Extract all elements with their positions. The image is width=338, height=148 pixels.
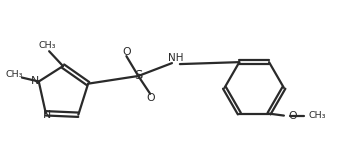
Text: S: S <box>134 69 143 82</box>
Text: CH₃: CH₃ <box>6 70 23 79</box>
Text: CH₃: CH₃ <box>39 41 56 50</box>
Text: O: O <box>146 93 155 103</box>
Text: CH₃: CH₃ <box>309 111 326 120</box>
Text: NH: NH <box>168 53 184 63</box>
Text: N: N <box>31 75 39 86</box>
Text: O: O <box>288 111 297 121</box>
Text: O: O <box>122 47 131 57</box>
Text: N: N <box>43 110 51 120</box>
